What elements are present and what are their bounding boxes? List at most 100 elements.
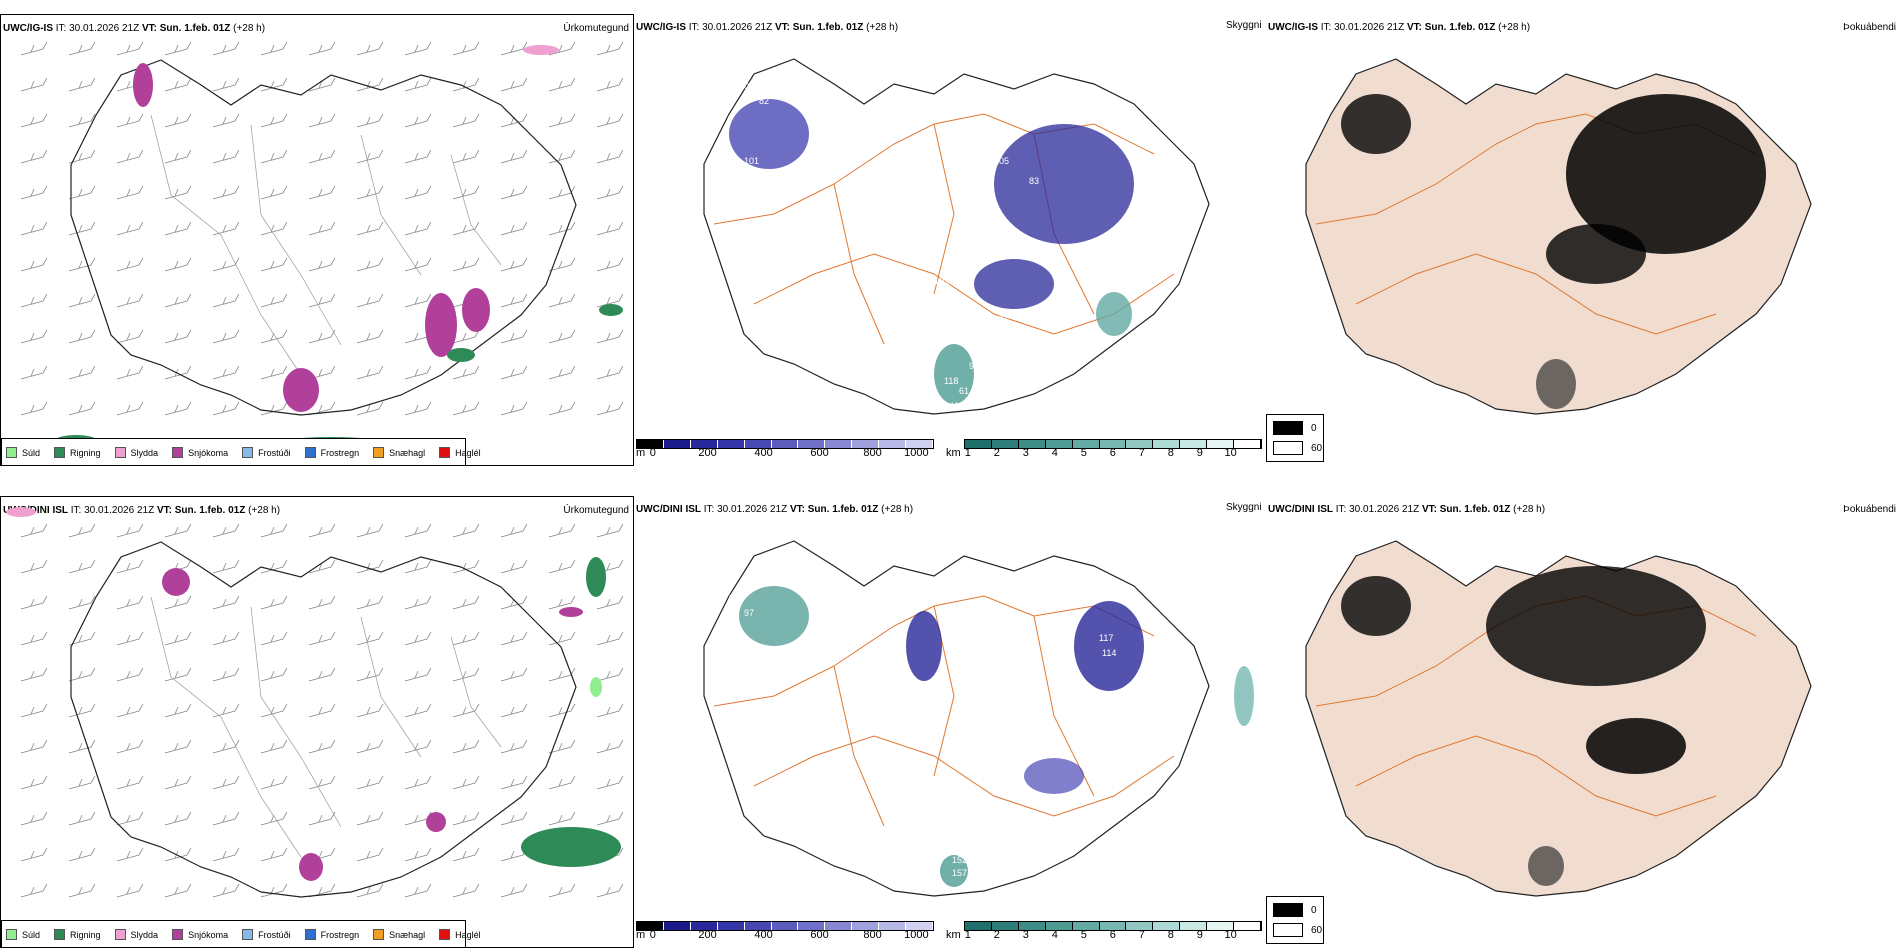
- wind-barb: [116, 703, 144, 718]
- wind-barb: [164, 847, 192, 862]
- wind-barb: [260, 365, 288, 380]
- wind-barb: [548, 703, 576, 718]
- elevation-colorbar-cell: [852, 922, 880, 930]
- wind-barb: [548, 739, 576, 754]
- legend-swatch: [304, 929, 316, 940]
- wind-barb: [20, 775, 48, 790]
- wind-barb: [452, 221, 480, 236]
- wind-barb: [260, 185, 288, 200]
- wind-barb: [68, 595, 96, 610]
- wind-barb: [308, 257, 336, 272]
- wind-barb: [20, 595, 48, 610]
- legend-swatch: [172, 447, 184, 458]
- wind-barb: [548, 257, 576, 272]
- wind-barb: [452, 883, 480, 898]
- visibility-value-label: 114: [1102, 648, 1116, 658]
- fog-map: [1305, 58, 1812, 415]
- visibility-colorbar-cell: [965, 922, 992, 930]
- wind-barb: [452, 595, 480, 610]
- wind-barb: [596, 149, 624, 164]
- wind-barb: [404, 703, 432, 718]
- visibility-colorbar-cell: [1234, 440, 1261, 448]
- precip-type-title: Úrkomutegund: [563, 505, 629, 516]
- visibility-value-label: 157: [952, 868, 967, 878]
- elevation-colorbar-cell: [798, 922, 826, 930]
- elevation-colorbar-cell: [744, 922, 772, 930]
- wind-barb: [356, 365, 384, 380]
- legend-swatch: [172, 929, 184, 940]
- wind-barb: [548, 293, 576, 308]
- wind-barb: [116, 739, 144, 754]
- wind-barb: [212, 667, 240, 682]
- wind-barb: [596, 631, 624, 646]
- wind-barb: [68, 221, 96, 236]
- elevation-colorbar-cell: [906, 440, 933, 448]
- wind-barb: [452, 739, 480, 754]
- wind-barb: [548, 775, 576, 790]
- wind-barb: [116, 847, 144, 862]
- wind-barb: [212, 523, 240, 538]
- wind-barb: [164, 365, 192, 380]
- wind-barb: [308, 185, 336, 200]
- wind-barb: [116, 883, 144, 898]
- fog-legend-swatch: [1273, 421, 1303, 435]
- wind-barb: [500, 41, 528, 56]
- elevation-colorbar-cell: [825, 440, 853, 448]
- wind-barb: [20, 739, 48, 754]
- wind-barb: [500, 559, 528, 574]
- wind-barb: [212, 257, 240, 272]
- wind-barb: [116, 631, 144, 646]
- wind-barb: [452, 811, 480, 826]
- visibility-value-label: 129: [789, 171, 804, 181]
- visibility-colorbar-cell: [1099, 440, 1127, 448]
- wind-barb: [164, 703, 192, 718]
- elevation-colorbar-cell: [852, 440, 880, 448]
- wind-barb: [308, 703, 336, 718]
- wind-barb: [308, 329, 336, 344]
- wind-barb: [116, 113, 144, 128]
- wind-barb: [260, 113, 288, 128]
- elevation-colorbar-cell: [690, 922, 718, 930]
- wind-barb: [164, 149, 192, 164]
- wind-barb: [68, 113, 96, 128]
- wind-barb: [452, 703, 480, 718]
- visibility-value-label: 102: [759, 648, 774, 658]
- visibility-value-label: 296: [1059, 351, 1074, 361]
- wind-barb: [404, 365, 432, 380]
- wind-barb: [20, 847, 48, 862]
- wind-barb: [20, 185, 48, 200]
- wind-barb: [596, 775, 624, 790]
- wind-barb: [20, 631, 48, 646]
- fog-legend-item: 0: [1273, 903, 1323, 917]
- wind-barb: [404, 257, 432, 272]
- precip-legend: Súld Rigning Slydda Snjókoma Frostúði Fr…: [1, 920, 481, 947]
- wind-barb: [404, 185, 432, 200]
- visibility-colorbar-cell: [1072, 922, 1100, 930]
- wind-barb: [164, 739, 192, 754]
- legend-swatch: [304, 447, 316, 458]
- wind-barb: [164, 221, 192, 236]
- elevation-colorbar-cell: [771, 440, 799, 448]
- visibility-value-label: 141: [914, 688, 929, 698]
- wind-barb: [548, 113, 576, 128]
- wind-barb: [116, 257, 144, 272]
- wind-barb: [68, 365, 96, 380]
- visibility-value-label: 102: [934, 276, 949, 286]
- wind-barb: [404, 667, 432, 682]
- visibility-colorbar-cell: [1153, 440, 1181, 448]
- wind-barb: [212, 847, 240, 862]
- panel-title: UWC/DINI ISL IT: 30.01.2026 21Z VT: Sun.…: [3, 505, 281, 516]
- wind-barb: [500, 703, 528, 718]
- wind-barb: [308, 739, 336, 754]
- elevation-colorbar-cell: [798, 440, 826, 448]
- legend-swatch: [114, 929, 126, 940]
- wind-barb: [308, 149, 336, 164]
- wind-barb: [308, 113, 336, 128]
- wind-barb: [308, 631, 336, 646]
- wind-barb: [116, 667, 144, 682]
- wind-barb: [308, 293, 336, 308]
- legend-swatch: [6, 929, 17, 940]
- precip-type-title: Úrkomutegund: [563, 23, 629, 34]
- visibility-value-label: 117: [1099, 633, 1113, 643]
- elevation-tick: 400: [754, 447, 773, 459]
